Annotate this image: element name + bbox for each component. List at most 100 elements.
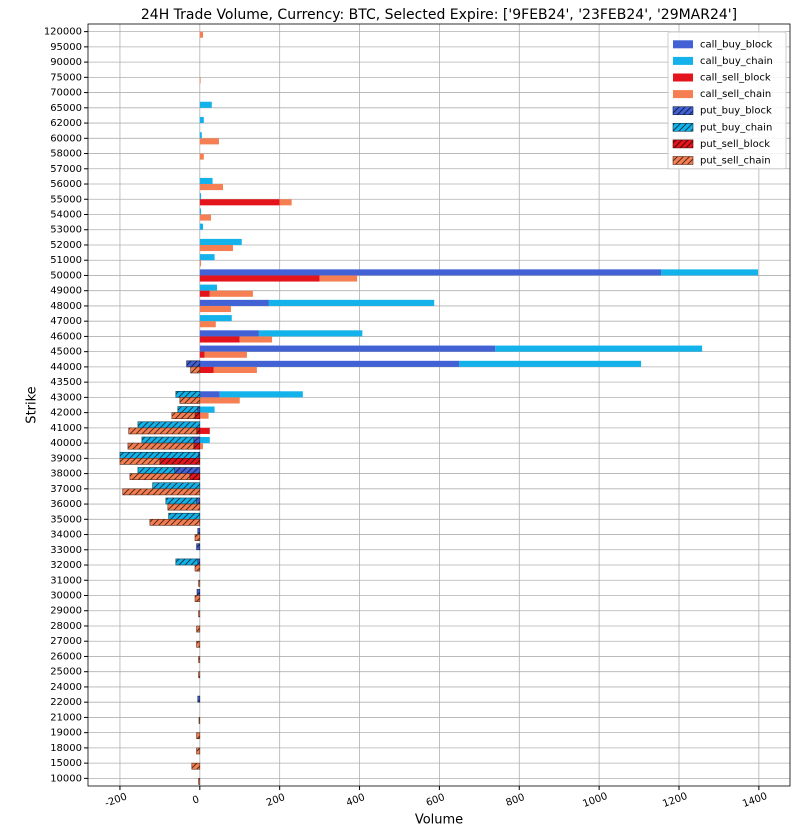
bar <box>149 518 201 526</box>
bar <box>199 238 242 245</box>
bar <box>165 497 197 505</box>
plot-frame <box>87 23 791 787</box>
bar <box>199 366 214 373</box>
y-tick-label: 28000 <box>50 621 82 632</box>
y-tick-label: 56000 <box>50 179 82 190</box>
y-tick-label: 58000 <box>50 149 82 160</box>
y-tick-label: 29000 <box>50 606 82 617</box>
bar <box>159 458 201 465</box>
bar <box>189 473 201 480</box>
bar <box>199 360 460 367</box>
legend-swatch <box>672 139 694 149</box>
y-tick-label: 32000 <box>50 560 82 571</box>
y-tick-label: 21000 <box>50 712 82 723</box>
y-tick-label: 41000 <box>50 423 82 434</box>
y-tick-label: 25000 <box>50 667 82 678</box>
y-tick-label: 55000 <box>50 194 82 205</box>
y-tick-label: 31000 <box>50 575 82 586</box>
legend-label: put_buy_block <box>700 106 772 117</box>
legend-label: call_sell_chain <box>700 89 771 100</box>
legend-swatch <box>673 90 693 99</box>
bar <box>168 512 201 520</box>
y-tick-label: 75000 <box>50 72 82 83</box>
bar <box>197 528 201 535</box>
legend-box <box>667 31 787 170</box>
y-tick-label: 40000 <box>50 438 82 449</box>
bar <box>194 534 201 541</box>
bar <box>193 436 201 444</box>
bar <box>199 193 202 200</box>
bar <box>199 391 220 398</box>
y-tick-label: 43000 <box>50 392 82 403</box>
bar <box>199 412 209 419</box>
bar <box>198 579 201 587</box>
y-tick-label: 44000 <box>50 362 82 373</box>
y-tick-label: 38000 <box>50 469 82 480</box>
bar <box>194 595 201 602</box>
bar <box>122 488 201 496</box>
bar <box>199 321 216 328</box>
y-tick-label: 65000 <box>50 103 82 114</box>
bar <box>459 360 642 367</box>
y-tick-label: 48000 <box>50 301 82 312</box>
bar <box>119 451 199 459</box>
bar <box>198 717 201 724</box>
bar <box>175 390 201 398</box>
bar <box>193 442 201 450</box>
bar <box>137 467 175 474</box>
legend-swatch <box>673 40 693 49</box>
y-tick-label: 60000 <box>50 133 82 144</box>
legend-label: call_buy_chain <box>700 56 773 67</box>
y-tick-label: 120000 <box>44 27 82 38</box>
y-tick-label: 52000 <box>50 240 82 251</box>
bar <box>197 695 201 703</box>
y-tick-label: 42000 <box>50 408 82 419</box>
bar <box>167 503 201 511</box>
y-tick-label: 95000 <box>50 42 82 53</box>
bar <box>196 747 201 755</box>
legend-swatch <box>672 106 694 115</box>
y-tick-label: 19000 <box>50 728 82 739</box>
bar <box>196 732 201 740</box>
bar <box>199 31 204 38</box>
bar <box>198 671 201 679</box>
bar <box>199 177 213 185</box>
bar <box>199 269 662 276</box>
bar <box>495 345 703 352</box>
bar <box>129 473 191 480</box>
bar <box>137 421 201 429</box>
y-tick-label: 39000 <box>50 453 82 464</box>
bar <box>199 214 211 221</box>
bar <box>199 199 280 206</box>
bar <box>198 656 201 663</box>
y-tick-label: 35000 <box>50 514 82 525</box>
bar <box>198 610 201 618</box>
y-tick-label: 54000 <box>50 210 82 221</box>
bar <box>175 558 199 566</box>
bar <box>190 366 201 374</box>
y-tick-label: 53000 <box>50 225 82 236</box>
x-tick-label: 0 <box>191 794 201 807</box>
bar <box>196 427 201 435</box>
legend-swatch <box>672 156 694 165</box>
legend-swatch <box>672 123 694 132</box>
y-tick-label: 27000 <box>50 636 82 647</box>
bar <box>199 284 217 291</box>
bar <box>199 101 212 108</box>
legend-swatch <box>673 73 693 82</box>
bar <box>199 184 223 191</box>
y-tick-label: 37000 <box>50 484 82 495</box>
y-tick-label: 45000 <box>50 347 82 358</box>
y-tick-label: 10000 <box>50 773 82 784</box>
bar <box>152 482 201 490</box>
bar <box>127 442 195 450</box>
x-axis-label: Volume <box>415 813 463 828</box>
bar <box>199 260 202 267</box>
bar <box>198 778 201 785</box>
bar <box>219 391 303 398</box>
y-tick-label: 18000 <box>50 743 82 754</box>
bar <box>199 77 201 84</box>
bar <box>199 299 269 306</box>
bar <box>196 589 201 596</box>
bar <box>213 366 257 373</box>
